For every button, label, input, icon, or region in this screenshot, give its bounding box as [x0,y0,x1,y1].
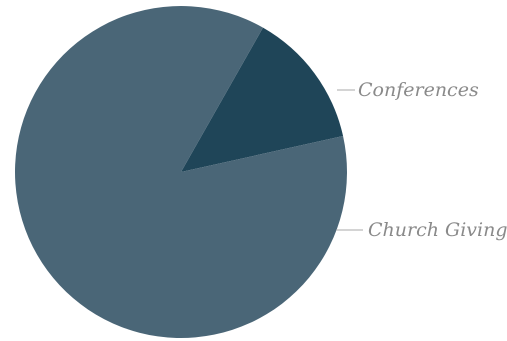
slice-label-church-giving: Church Giving [368,219,507,241]
pie-slice-conferences [181,27,344,172]
pie-slices [14,5,347,338]
pie-slice-church-giving [14,5,347,338]
slice-label-conferences: Conferences [358,79,479,101]
pie-labels: Conferences Church Giving [336,79,507,241]
